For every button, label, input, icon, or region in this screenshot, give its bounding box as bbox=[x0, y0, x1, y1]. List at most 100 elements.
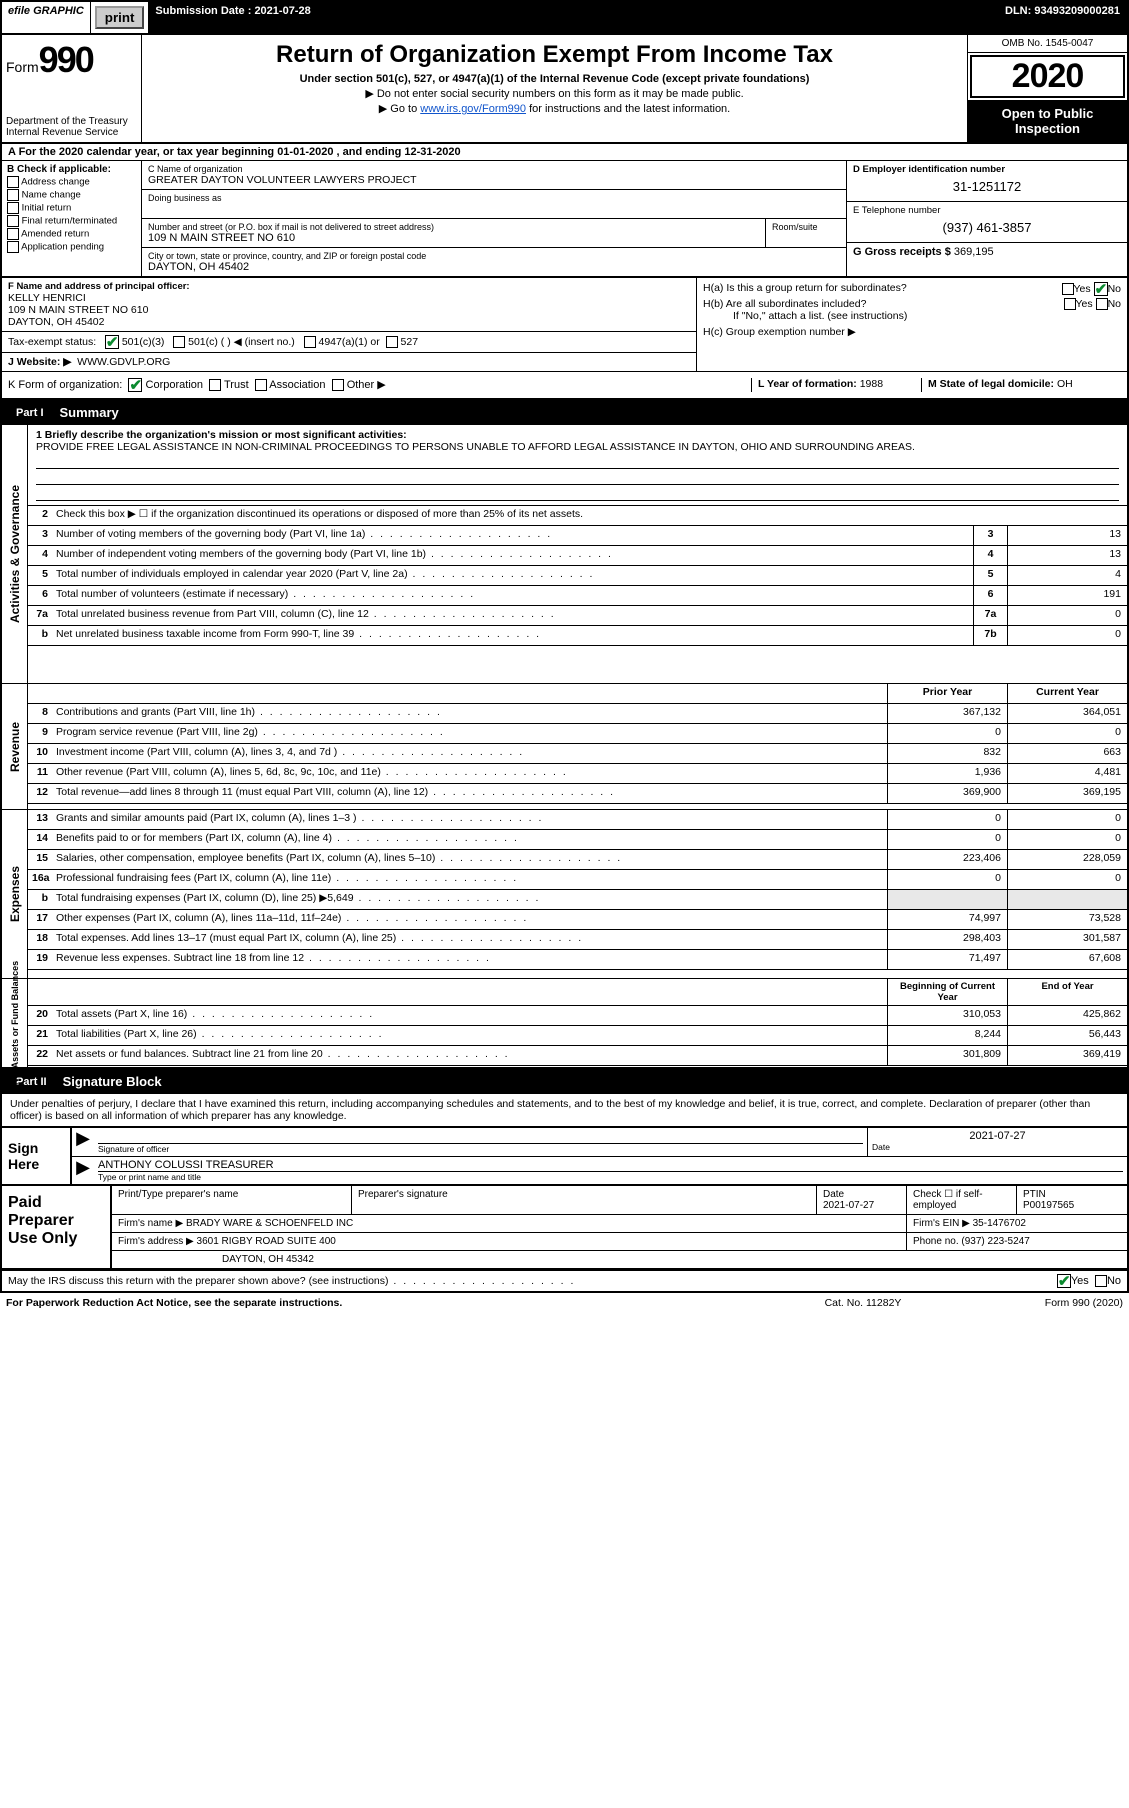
sidetab-rev: Revenue bbox=[8, 722, 22, 772]
hb-no[interactable] bbox=[1096, 298, 1108, 310]
mission-prompt: 1 Briefly describe the organization's mi… bbox=[36, 429, 1119, 441]
sig-intro: Under penalties of perjury, I declare th… bbox=[2, 1094, 1127, 1128]
pp-date-hdr: Date bbox=[823, 1189, 900, 1200]
phone-value: (937) 461-3857 bbox=[853, 216, 1121, 239]
summary-line: 15Salaries, other compensation, employee… bbox=[28, 850, 1127, 870]
current-year-hdr: Current Year bbox=[1007, 684, 1127, 703]
paperwork-left: For Paperwork Reduction Act Notice, see … bbox=[6, 1297, 763, 1309]
subtitle-3: ▶ Go to www.irs.gov/Form990 for instruct… bbox=[148, 102, 961, 115]
cb-assoc[interactable] bbox=[255, 379, 267, 391]
summary-line: 8Contributions and grants (Part VIII, li… bbox=[28, 704, 1127, 724]
summary-line: 2Check this box ▶ ☐ if the organization … bbox=[28, 506, 1127, 526]
summary-line: 11Other revenue (Part VIII, column (A), … bbox=[28, 764, 1127, 784]
signature-block: Under penalties of perjury, I declare th… bbox=[0, 1094, 1129, 1270]
taxexempt-label: Tax-exempt status: bbox=[8, 336, 96, 348]
phone-label: E Telephone number bbox=[853, 205, 1121, 216]
block-c: C Name of organization GREATER DAYTON VO… bbox=[142, 161, 847, 276]
omb-number: OMB No. 1545-0047 bbox=[968, 35, 1127, 53]
block-b-label: B Check if applicable: bbox=[7, 164, 136, 175]
l-value: 1988 bbox=[860, 378, 883, 390]
block-b: B Check if applicable: Address change Na… bbox=[2, 161, 142, 276]
sig-date-label: Date bbox=[872, 1142, 1123, 1152]
form-number: Form990 bbox=[6, 39, 137, 81]
pp-date: 2021-07-27 bbox=[823, 1200, 900, 1211]
cb-name-change[interactable]: Name change bbox=[7, 189, 136, 201]
cb-initial-return[interactable]: Initial return bbox=[7, 202, 136, 214]
ein-value: 31-1251172 bbox=[853, 175, 1121, 198]
part2-header: Part II Signature Block bbox=[0, 1069, 1129, 1094]
hb-yes[interactable] bbox=[1064, 298, 1076, 310]
summary-line: 10Investment income (Part VIII, column (… bbox=[28, 744, 1127, 764]
pp-city: DAYTON, OH 45342 bbox=[112, 1251, 1127, 1268]
end-year-hdr: End of Year bbox=[1007, 979, 1127, 1005]
cb-address-change[interactable]: Address change bbox=[7, 176, 136, 188]
form-title: Return of Organization Exempt From Incom… bbox=[148, 41, 961, 69]
pp-selfemp: Check ☐ if self-employed bbox=[907, 1186, 1017, 1214]
sidetab-ag: Activities & Governance bbox=[8, 485, 22, 623]
pp-addr-label: Firm's address ▶ bbox=[118, 1236, 194, 1247]
form-990-num: 990 bbox=[39, 39, 93, 80]
discuss-yes[interactable] bbox=[1057, 1274, 1071, 1288]
begin-year-hdr: Beginning of Current Year bbox=[887, 979, 1007, 1005]
summary-line: 3Number of voting members of the governi… bbox=[28, 526, 1127, 546]
tax-exempt-row: Tax-exempt status: 501(c)(3) 501(c) ( ) … bbox=[2, 332, 696, 353]
pp-ptin-hdr: PTIN bbox=[1023, 1189, 1121, 1200]
room-label: Room/suite bbox=[772, 222, 840, 232]
part1-body: Activities & Governance 1 Briefly descri… bbox=[0, 425, 1129, 1069]
pp-phone: (937) 223-5247 bbox=[961, 1236, 1029, 1247]
arrow-icon: ▶ bbox=[72, 1128, 94, 1156]
pp-firm: BRADY WARE & SCHOENFELD INC bbox=[186, 1218, 353, 1229]
gross-receipts-value: 369,195 bbox=[954, 246, 994, 258]
officer-label: F Name and address of principal officer: bbox=[8, 281, 690, 292]
cb-4947[interactable] bbox=[304, 336, 316, 348]
pp-addr: 3601 RIGBY ROAD SUITE 400 bbox=[197, 1236, 336, 1247]
irs-link[interactable]: www.irs.gov/Form990 bbox=[420, 103, 526, 115]
pp-firm-label: Firm's name ▶ bbox=[118, 1218, 183, 1229]
dept-treasury: Department of the Treasury Internal Reve… bbox=[6, 116, 137, 138]
col-headers-2: Beginning of Current Year End of Year bbox=[28, 979, 1127, 1006]
sig-date: 2021-07-27 bbox=[872, 1130, 1123, 1142]
form-footer: Form 990 (2020) bbox=[963, 1297, 1123, 1309]
discuss-row: May the IRS discuss this return with the… bbox=[0, 1270, 1129, 1293]
ein-label: D Employer identification number bbox=[853, 164, 1121, 175]
cb-corp[interactable] bbox=[128, 378, 142, 392]
hb-note: If "No," attach a list. (see instruction… bbox=[703, 310, 1121, 322]
ha-no[interactable] bbox=[1094, 282, 1108, 296]
m-value: OH bbox=[1057, 378, 1073, 390]
sign-here-label: Sign Here bbox=[2, 1128, 72, 1184]
pp-ein: 35-1476702 bbox=[973, 1218, 1026, 1229]
summary-line: 6Total number of volunteers (estimate if… bbox=[28, 586, 1127, 606]
cb-trust[interactable] bbox=[209, 379, 221, 391]
form-header: Form990 Department of the Treasury Inter… bbox=[0, 35, 1129, 144]
org-city: DAYTON, OH 45402 bbox=[148, 261, 840, 273]
tax-year: 2020 bbox=[970, 55, 1125, 98]
discuss-no[interactable] bbox=[1095, 1275, 1107, 1287]
block-k: K Form of organization: Corporation Trus… bbox=[8, 378, 751, 392]
sub3-pre: ▶ Go to bbox=[379, 103, 420, 115]
cb-final-return[interactable]: Final return/terminated bbox=[7, 215, 136, 227]
submission-date: Submission Date : 2021-07-28 bbox=[149, 2, 317, 33]
summary-line: 12Total revenue—add lines 8 through 11 (… bbox=[28, 784, 1127, 804]
summary-line: 5Total number of individuals employed in… bbox=[28, 566, 1127, 586]
cb-pending[interactable]: Application pending bbox=[7, 241, 136, 253]
tax-period: A For the 2020 calendar year, or tax yea… bbox=[0, 144, 1129, 161]
paid-preparer: Paid Preparer Use Only Print/Type prepar… bbox=[2, 1184, 1127, 1268]
print-button[interactable]: print bbox=[95, 6, 145, 29]
summary-line: 4Number of independent voting members of… bbox=[28, 546, 1127, 566]
part2-title: Signature Block bbox=[63, 1074, 162, 1089]
ha-yes[interactable] bbox=[1062, 283, 1074, 295]
cb-amended[interactable]: Amended return bbox=[7, 228, 136, 240]
cb-501c[interactable] bbox=[173, 336, 185, 348]
summary-line: bNet unrelated business taxable income f… bbox=[28, 626, 1127, 646]
cb-527[interactable] bbox=[386, 336, 398, 348]
paperwork-notice: For Paperwork Reduction Act Notice, see … bbox=[0, 1293, 1129, 1313]
sidetab-na: Net Assets or Fund Balances bbox=[10, 961, 20, 1085]
cb-501c3[interactable] bbox=[105, 335, 119, 349]
addr-label: Number and street (or P.O. box if mail i… bbox=[148, 222, 759, 232]
summary-line: 17Other expenses (Part IX, column (A), l… bbox=[28, 910, 1127, 930]
officer-name: KELLY HENRICI bbox=[8, 292, 690, 304]
pp-phone-label: Phone no. bbox=[913, 1236, 959, 1247]
pp-ein-label: Firm's EIN ▶ bbox=[913, 1218, 970, 1229]
discuss-text: May the IRS discuss this return with the… bbox=[8, 1275, 389, 1287]
cb-other[interactable] bbox=[332, 379, 344, 391]
